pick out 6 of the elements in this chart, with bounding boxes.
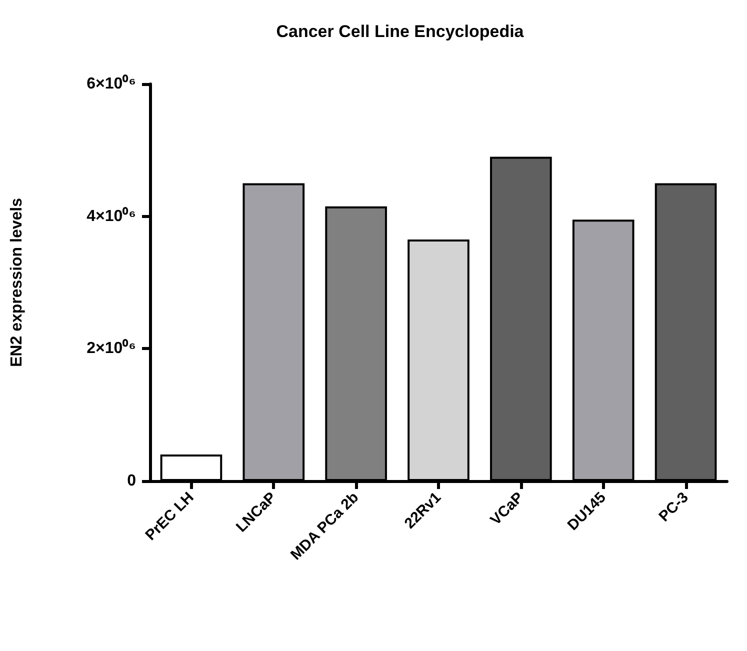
y-tick-label: 0 [127, 472, 136, 490]
y-tick-label: 6×10⁰⁶ [86, 74, 136, 92]
chart-title: Cancer Cell Line Encyclopedia [276, 22, 524, 41]
y-tick-label: 2×10⁰⁶ [86, 339, 136, 358]
y-tick-label: 4×10⁰⁶ [86, 206, 136, 225]
y-axis-title: EN2 expression levels [8, 198, 26, 367]
